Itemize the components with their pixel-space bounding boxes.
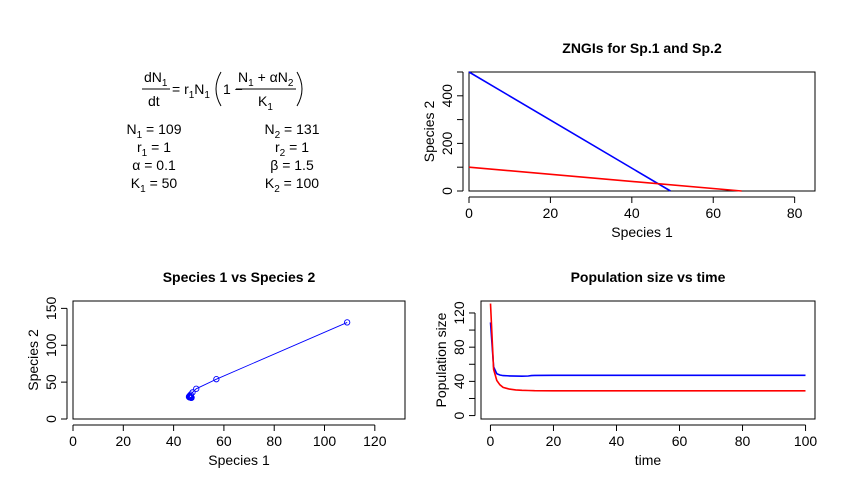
zngi-y-tick-label: 400 — [439, 84, 455, 108]
timeseries-x-tick-label: 80 — [735, 433, 751, 449]
phase-series-blue-point — [193, 385, 200, 392]
timeseries-plot-frame — [480, 300, 816, 420]
timeseries-title: Population size vs time — [571, 269, 726, 285]
param-k1: K1 = 50 — [131, 175, 178, 195]
zngi-x-tick-label: 80 — [787, 205, 803, 221]
phase-y-tick-label: 100 — [43, 333, 59, 357]
eq-one-minus: 1 − — [223, 81, 243, 97]
zngi-x-tick-label: 40 — [624, 205, 640, 221]
zngi-x-axis-label: Species 1 — [611, 224, 673, 240]
phase-x-tick-label: 100 — [313, 433, 337, 449]
zngi-x-tick-label: 20 — [543, 205, 559, 221]
chart-timeseries: Population size vs time 0 20 40 60 80 100 time 0… — [433, 269, 817, 468]
phase-x-tick-label: 40 — [166, 433, 182, 449]
timeseries-x-tick-label: 60 — [672, 433, 688, 449]
equation-panel: dN1 dt = r1N1 1 − N1 + αN2 K1 N1 = 109 r… — [126, 69, 319, 195]
eq-frac-num: N1 + αN2 — [238, 69, 294, 89]
phase-series-blue-point — [344, 319, 351, 326]
eq-frac-den: K1 — [258, 93, 273, 113]
timeseries-x-tick-label: 40 — [609, 433, 625, 449]
phase-x-tick-label: 0 — [69, 433, 77, 449]
timeseries-x-tick-label: 100 — [794, 433, 818, 449]
zngi-y-tick-label: 200 — [439, 132, 455, 156]
phase-plot-frame — [72, 300, 406, 420]
param-beta: β = 1.5 — [270, 157, 314, 173]
timeseries-y-tick-label: 40 — [451, 373, 467, 389]
zngi-title: ZNGIs for Sp.1 and Sp.2 — [562, 40, 722, 56]
phase-y-tick-label: 150 — [43, 296, 59, 320]
eq-lhs-den: dt — [148, 93, 160, 109]
param-r1: r1 = 1 — [137, 139, 171, 159]
chart-phase: Species 1 vs Species 2 0 20 40 60 80 100 120 Spe… — [25, 269, 406, 468]
phase-y-tick-label: 50 — [43, 374, 59, 390]
zngi-x-tick-label: 60 — [705, 205, 721, 221]
phase-y-axis-label: Species 2 — [25, 329, 41, 391]
chart-zngi: ZNGIs for Sp.1 and Sp.2 0 20 40 60 80 Species … — [421, 40, 816, 240]
phase-x-axis-label: Species 1 — [208, 452, 270, 468]
param-r2: r2 = 1 — [275, 139, 309, 159]
phase-series-blue-line — [188, 321, 348, 399]
zngi-series-blue-line — [468, 71, 671, 192]
phase-x-tick-label: 20 — [116, 433, 132, 449]
phase-title: Species 1 vs Species 2 — [163, 269, 316, 285]
eq-left-paren — [215, 71, 222, 107]
phase-series-blue-point — [188, 394, 195, 401]
param-n2: N2 = 131 — [264, 121, 319, 141]
eq-rhs-prefix: = r1N1 — [172, 81, 210, 101]
params-species2: N2 = 131 r2 = 1 β = 1.5 K2 = 100 — [264, 121, 319, 195]
timeseries-x-tick-label: 20 — [546, 433, 562, 449]
params-species1: N1 = 109 r1 = 1 α = 0.1 K1 = 50 — [126, 121, 181, 195]
timeseries-x-axis-label: time — [635, 452, 662, 468]
timeseries-y-tick-label: 80 — [451, 339, 467, 355]
phase-series-blue-point — [213, 376, 220, 383]
phase-x-tick-label: 80 — [266, 433, 282, 449]
param-k2: K2 = 100 — [265, 175, 319, 195]
phase-x-tick-label: 60 — [216, 433, 232, 449]
timeseries-x-tick-label: 0 — [487, 433, 495, 449]
zngi-y-axis-label: Species 2 — [421, 101, 437, 163]
zngi-x-tick-label: 0 — [465, 205, 473, 221]
phase-x-tick-label: 120 — [363, 433, 387, 449]
zngi-y-tick-label: 0 — [439, 187, 455, 195]
eq-lhs-num: dN1 — [144, 69, 168, 89]
timeseries-series-blue-line — [489, 322, 806, 378]
zngi-series-red-line — [468, 166, 742, 192]
timeseries-y-tick-label: 120 — [451, 301, 467, 325]
phase-y-tick-label: 0 — [43, 415, 59, 423]
timeseries-series-red-line — [489, 303, 806, 392]
zngi-plot-frame — [468, 71, 816, 192]
eq-right-paren — [296, 71, 303, 107]
timeseries-y-tick-label: 0 — [451, 411, 467, 419]
param-n1: N1 = 109 — [126, 121, 181, 141]
timeseries-y-axis-label: Population size — [433, 312, 449, 407]
param-alpha: α = 0.1 — [132, 157, 176, 173]
